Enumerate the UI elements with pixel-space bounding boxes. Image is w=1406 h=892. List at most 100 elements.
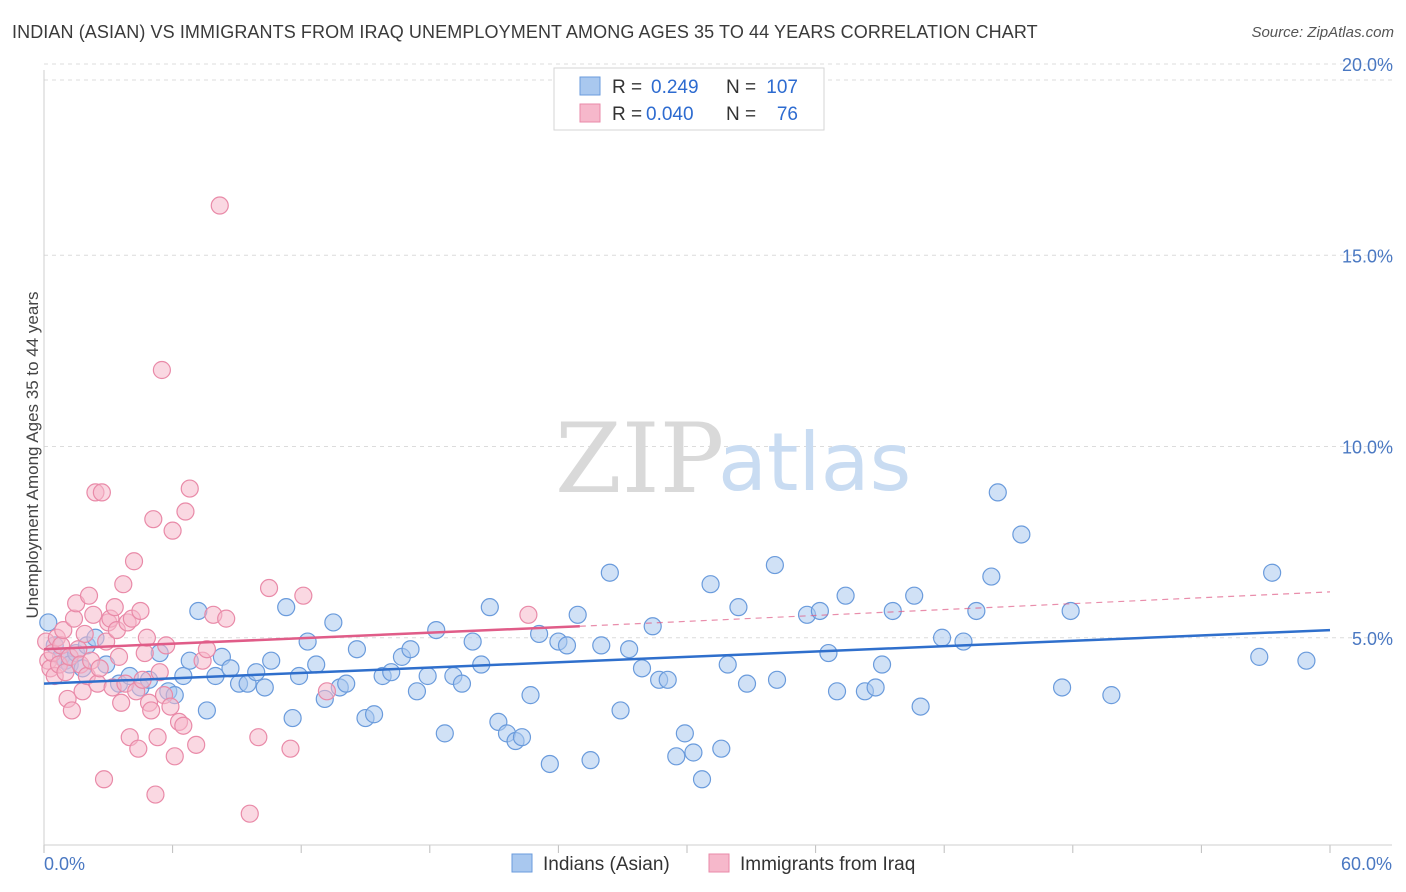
data-point-indians [364,705,384,724]
series-legend-label-indians: Indians (Asian) [543,854,670,875]
x-tick-label-min: 0.0% [44,854,85,874]
data-point-iraq [92,483,111,502]
data-point-iraq [124,552,144,571]
data-point-iraq [105,598,124,617]
data-point-indians [382,663,401,682]
data-point-iraq [519,605,538,624]
data-point-iraq [62,701,81,720]
data-point-indians [189,601,208,621]
data-point-iraq [84,605,103,624]
trend-lines [43,591,1331,685]
data-point-indians [1102,686,1121,705]
data-point-indians [765,555,784,575]
data-point-indians [452,674,472,693]
data-point-indians [1061,601,1080,621]
data-point-indians [435,724,454,743]
data-point-indians [512,728,532,747]
stats-legend-r-value-1: 0.249 [651,77,699,98]
data-point-indians [247,663,266,682]
data-point-indians [905,586,924,605]
data-point-indians [883,601,902,621]
series-legend-swatch-indians [511,853,533,873]
data-point-indians [767,670,787,689]
data-point-iraq [129,739,148,758]
data-point-indians [684,743,703,762]
stats-legend-n-label-1: N = [726,77,756,98]
data-point-iraq [79,586,99,605]
stats-legend-r-label-1: R = [612,77,642,98]
axes [43,70,1392,846]
data-point-indians [283,708,302,728]
data-point-indians [463,632,482,651]
data-point-indians [347,640,367,659]
data-point-indians [872,655,892,674]
data-point-indians [988,483,1007,502]
series-legend-label-iraq: Immigrants from Iraq [740,854,915,875]
source-credit: Source: ZipAtlas.com [1251,24,1394,41]
data-point-iraq [217,609,236,628]
data-point-indians [819,643,838,663]
stats-legend-n-value-1: 107 [766,77,798,98]
data-point-iraq [112,693,131,712]
watermark-zip: ZIP [555,403,724,515]
data-point-iraq [187,735,206,754]
data-point-indians [427,620,446,640]
data-point-iraq [163,521,182,540]
data-point-indians [620,640,639,659]
data-point-iraq [56,663,75,682]
data-point-iraq [114,575,133,594]
watermark: ZIP atlas [555,403,911,515]
stats-legend-swatch-blue [579,76,601,96]
data-point-indians [737,674,757,693]
data-point-indians [289,666,309,686]
data-point-iraq [197,640,216,659]
data-point-iraq [165,747,184,766]
data-point-indians [480,598,499,617]
data-point-indians [1012,525,1031,544]
data-point-indians [568,605,587,624]
data-point-indians [277,598,296,617]
y-tick-labels: 5.0% 10.0% 15.0% 20.0% [1342,55,1393,649]
data-point-iraq [150,663,169,682]
data-point-indians [221,659,240,678]
stats-legend-r-value-2: 0.040 [646,104,694,125]
data-point-indians [530,624,549,644]
data-point-iraq [137,628,156,647]
data-point-iraq [131,601,150,621]
data-point-indians [1052,678,1072,697]
y-tick-label-20: 20.0% [1342,55,1393,75]
data-point-indians [298,632,317,651]
data-point-iraq [142,701,161,720]
data-point-indians [810,601,829,621]
y-axis-title: Unemployment Among Ages 35 to 44 years [23,292,42,619]
data-point-indians [592,636,611,655]
data-point-indians [611,701,630,720]
stats-legend-r-label-2: R = [612,104,642,125]
series-legend: Indians (Asian) Immigrants from Iraq [511,853,915,875]
data-point-indians [1297,651,1316,670]
data-point-indians [712,739,731,758]
x-tick-label-max: 60.0% [1341,854,1392,874]
data-point-iraq [109,647,129,666]
data-point-indians [557,636,577,655]
data-point-indians [967,601,986,621]
data-point-indians [932,628,952,647]
trend-line-indians [43,628,1331,685]
data-point-iraq [259,578,279,598]
watermark-atlas: atlas [718,416,911,509]
data-point-iraq [240,804,259,823]
y-tick-label-5: 5.0% [1352,629,1393,649]
data-point-indians [1250,647,1269,666]
data-point-iraq [146,785,165,804]
data-point-indians [827,682,847,701]
data-point-indians [692,770,712,789]
chart-title: INDIAN (ASIAN) VS IMMIGRANTS FROM IRAQ U… [12,22,1038,42]
data-point-indians [911,697,930,716]
data-point-indians [401,640,420,659]
data-point-indians [600,563,619,582]
data-point-indians [39,613,58,632]
data-point-indians [954,632,973,651]
data-point-iraq [210,196,229,215]
y-tick-label-10: 10.0% [1342,438,1393,458]
